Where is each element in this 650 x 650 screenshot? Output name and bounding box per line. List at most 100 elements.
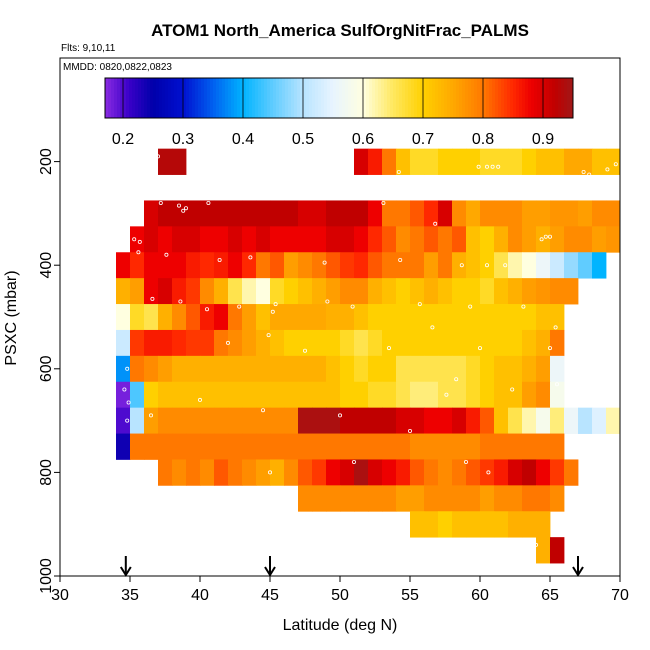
colorbar-segment [354, 78, 358, 118]
heatmap-cell [256, 433, 271, 460]
colorbar-segment [345, 78, 349, 118]
colorbar-segment [528, 78, 532, 118]
sample-point [548, 234, 553, 239]
heatmap-cell [130, 278, 145, 305]
heatmap-cell [410, 226, 425, 253]
colorbar-segment [327, 78, 331, 118]
sample-point [322, 260, 327, 265]
heatmap-cell [326, 407, 341, 434]
sample-point [248, 255, 253, 260]
colorbar-segment [537, 78, 541, 118]
heatmap-cell [550, 329, 565, 357]
heatmap-cell [228, 200, 243, 227]
colorbar-tick-label: 0.8 [472, 131, 494, 148]
heatmap-cell [340, 200, 355, 227]
colorbar-segment [510, 78, 514, 118]
heatmap-cell [228, 355, 243, 383]
heatmap-cell [298, 433, 313, 460]
sample-point [430, 325, 435, 330]
heatmap-cell [396, 252, 411, 279]
colorbar-segment [333, 78, 337, 118]
heatmap-cell [172, 355, 187, 383]
x-tick-label: 50 [331, 587, 349, 604]
heatmap-cell [284, 226, 299, 253]
heatmap-cell [452, 459, 467, 486]
colorbar-segment [141, 78, 145, 118]
x-axis-label: Latitude (deg N) [283, 617, 398, 634]
heatmap-cell [368, 148, 383, 175]
flight-markers [119, 556, 584, 577]
colorbar-segment [420, 78, 424, 118]
sample-point [496, 164, 501, 169]
sample-point [543, 234, 548, 239]
heatmap-cell [214, 381, 229, 409]
sample-point [133, 190, 138, 195]
sample-point [459, 263, 464, 268]
sample-point [371, 185, 376, 190]
sample-point [417, 302, 422, 307]
heatmap-cell [438, 278, 453, 305]
heatmap-cell [214, 407, 229, 434]
colorbar-tick-label: 0.7 [412, 131, 434, 148]
heatmap-cell [522, 278, 537, 305]
colorbar-segment [135, 78, 139, 118]
colorbar-segment [531, 78, 535, 118]
heatmap-cell [144, 433, 159, 460]
heatmap-cell [508, 381, 523, 409]
down-arrow-icon [119, 556, 132, 577]
colorbar-segment [213, 78, 217, 118]
heatmap-cell [466, 511, 481, 538]
colorbar-segment [183, 78, 187, 118]
sample-point [267, 470, 272, 475]
heatmap-cell [508, 252, 523, 279]
heatmap-cell [312, 355, 327, 383]
heatmap-cell [466, 459, 481, 486]
sample-point [237, 304, 242, 309]
heatmap-cell [130, 355, 145, 383]
colorbar-segment [261, 78, 265, 118]
heatmap-cell [242, 226, 257, 253]
heatmap-cell [144, 381, 159, 409]
colorbar-segment [132, 78, 136, 118]
heatmap-cell [480, 381, 495, 409]
colorbar-segment [147, 78, 151, 118]
colorbar-segment [351, 78, 355, 118]
heatmap-cell [480, 148, 495, 175]
colorbar-segment [348, 78, 352, 118]
heatmap-cell [158, 278, 173, 305]
colorbar-segment [285, 78, 289, 118]
heatmap-cell [186, 433, 201, 460]
heatmap-cell [438, 407, 453, 434]
heatmap-cell [522, 200, 537, 227]
colorbar-tick-label: 0.9 [532, 131, 554, 148]
heatmap-cell [186, 200, 201, 227]
heatmap-cell [144, 278, 159, 305]
sample-point [225, 340, 230, 345]
heatmap-cell [256, 355, 271, 383]
heatmap-cell [410, 278, 425, 305]
colorbar-segment [237, 78, 241, 118]
heatmap-cell [578, 407, 593, 434]
heatmap-cell [354, 226, 369, 253]
heatmap-cell [312, 459, 327, 486]
heatmap-cell [480, 485, 495, 512]
colorbar-segment [570, 78, 574, 118]
heatmap-cell [536, 511, 551, 538]
heatmap-cell [550, 304, 565, 331]
colorbar-segment [159, 78, 163, 118]
heatmap-cell [312, 329, 327, 357]
colorbar-segment [126, 78, 130, 118]
heatmap-cell [494, 148, 509, 175]
heatmap-cell [172, 407, 187, 434]
heatmap-cell [186, 381, 201, 409]
heatmap-cell [382, 407, 397, 434]
heatmap-cell [312, 485, 327, 512]
colorbar-segment [114, 78, 118, 118]
heatmap-cell [368, 355, 383, 383]
heatmap-cell [424, 511, 439, 538]
heatmap-cell [256, 304, 271, 331]
heatmap-cell [326, 278, 341, 305]
heatmap-cell [410, 355, 425, 383]
heatmap-cell [494, 252, 509, 279]
colorbar-segment [300, 78, 304, 118]
